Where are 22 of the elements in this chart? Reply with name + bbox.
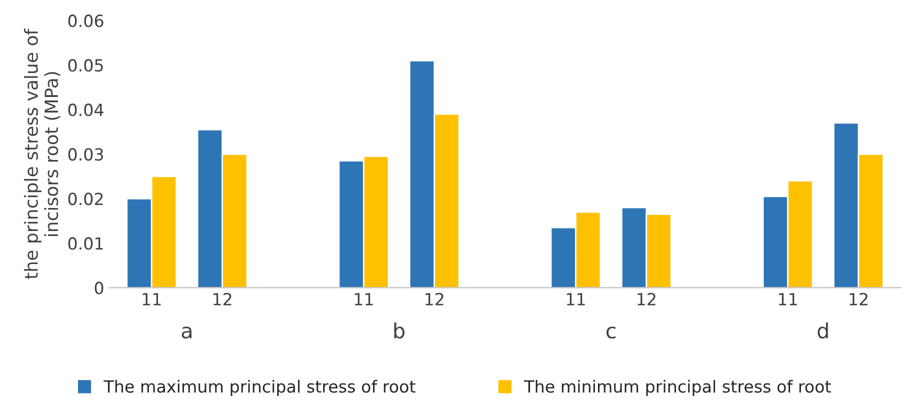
- y-tick-label: 0.05: [68, 59, 103, 72]
- x-tick-label: 12: [426, 292, 444, 306]
- text: b: [394, 322, 404, 339]
- x-tick-label: 12: [214, 292, 232, 306]
- y-tick-label: 0.04: [68, 104, 104, 116]
- x-tick-label: 11: [142, 293, 161, 306]
- y-tick-label: 0.01: [68, 237, 103, 250]
- x-tick-label: 11: [354, 293, 373, 306]
- x-tick-label: 12: [850, 292, 868, 306]
- legend-label: The minimum principal stress of root: [524, 380, 831, 396]
- text: c: [606, 326, 616, 339]
- legend-label: The maximum principal stress of root: [104, 380, 416, 396]
- x-tick-label: 11: [566, 293, 585, 306]
- x-tick-label: 11: [779, 293, 797, 306]
- y-axis-title: the principle stress value of incisors root (MPa): [24, 28, 60, 279]
- text: d: [818, 322, 828, 339]
- y-tick-label: 0.03: [68, 148, 104, 161]
- y-tick-label: 0.06: [68, 14, 104, 28]
- text: a: [182, 326, 192, 339]
- x-tick-label: 12: [638, 292, 656, 306]
- y-tick-label: 0.02: [68, 192, 103, 206]
- y-tick-label: 0: [94, 282, 104, 294]
